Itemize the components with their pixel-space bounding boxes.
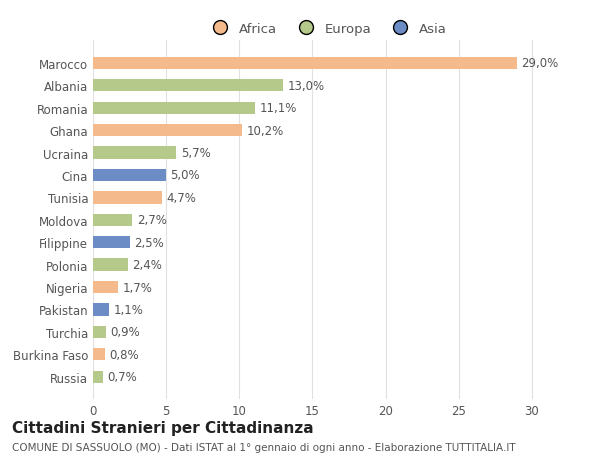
Bar [93, 259, 128, 271]
Bar [93, 147, 176, 159]
Bar [93, 125, 242, 137]
Bar [93, 371, 103, 383]
Text: COMUNE DI SASSUOLO (MO) - Dati ISTAT al 1° gennaio di ogni anno - Elaborazione T: COMUNE DI SASSUOLO (MO) - Dati ISTAT al … [12, 442, 515, 452]
Bar [93, 80, 283, 92]
Text: 0,9%: 0,9% [110, 326, 140, 339]
Text: 0,8%: 0,8% [109, 348, 139, 361]
Bar [93, 214, 133, 226]
Text: 1,1%: 1,1% [113, 303, 143, 316]
Text: 2,4%: 2,4% [133, 258, 163, 272]
Bar [93, 326, 106, 338]
Text: 10,2%: 10,2% [247, 124, 284, 137]
Text: 2,5%: 2,5% [134, 236, 164, 249]
Text: 5,7%: 5,7% [181, 147, 211, 160]
Text: 5,0%: 5,0% [170, 169, 200, 182]
Text: 4,7%: 4,7% [166, 191, 196, 204]
Text: 2,7%: 2,7% [137, 214, 167, 227]
Bar [93, 304, 109, 316]
Text: 29,0%: 29,0% [521, 57, 559, 70]
Text: 11,1%: 11,1% [260, 102, 297, 115]
Bar [93, 102, 256, 115]
Text: 13,0%: 13,0% [287, 79, 325, 93]
Legend: Africa, Europa, Asia: Africa, Europa, Asia [202, 17, 452, 41]
Bar [93, 169, 166, 182]
Bar [93, 192, 162, 204]
Bar [93, 281, 118, 294]
Bar [93, 236, 130, 249]
Text: 0,7%: 0,7% [107, 370, 137, 383]
Text: 1,7%: 1,7% [122, 281, 152, 294]
Bar [93, 57, 517, 70]
Text: Cittadini Stranieri per Cittadinanza: Cittadini Stranieri per Cittadinanza [12, 420, 314, 435]
Bar [93, 348, 105, 361]
